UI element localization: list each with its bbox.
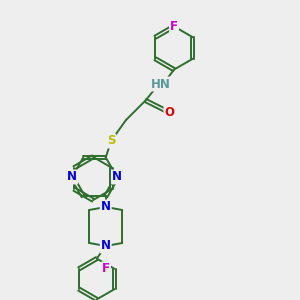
Text: F: F [170, 20, 178, 33]
Text: N: N [101, 200, 111, 214]
Text: O: O [164, 106, 175, 119]
Text: N: N [67, 170, 77, 184]
Text: N: N [112, 170, 122, 184]
Text: F: F [102, 262, 110, 275]
Text: S: S [107, 134, 115, 148]
Text: N: N [101, 239, 111, 253]
Text: HN: HN [151, 77, 170, 91]
